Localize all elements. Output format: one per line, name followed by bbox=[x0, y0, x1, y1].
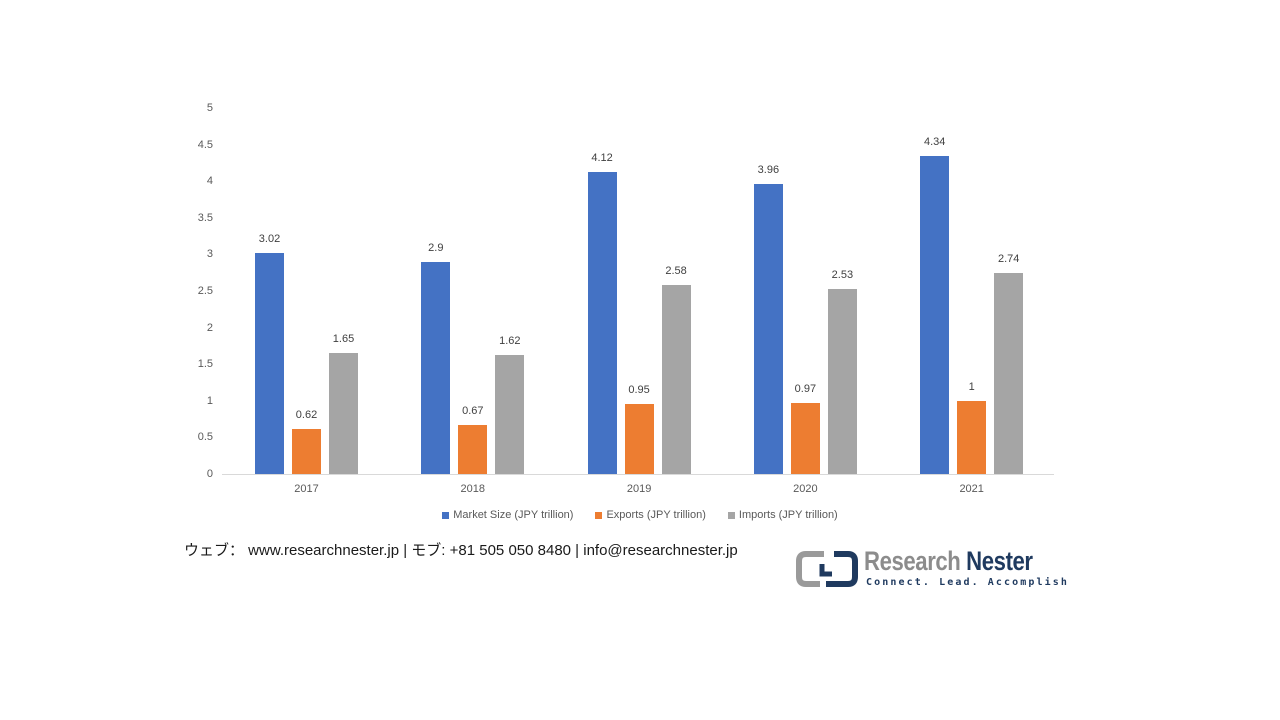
bar-2019-2 bbox=[661, 285, 691, 474]
bar-2020-0 bbox=[753, 184, 783, 474]
x-tick-label: 2021 bbox=[959, 483, 984, 495]
bar-2020-2 bbox=[827, 288, 857, 474]
x-tick-label: 2020 bbox=[793, 483, 818, 495]
bar-2020-1 bbox=[790, 402, 820, 474]
data-label: 0.62 bbox=[295, 408, 318, 421]
data-label: 0.97 bbox=[794, 382, 817, 395]
y-tick-label: 1.5 bbox=[197, 358, 213, 371]
bar-2017-1 bbox=[292, 428, 321, 474]
bar-2021-0 bbox=[920, 156, 950, 474]
bar-2017-0 bbox=[255, 252, 284, 474]
logo-tagline: Connect. Lead. Accomplish bbox=[866, 577, 1070, 588]
bar-2018-1 bbox=[458, 424, 488, 474]
data-label: 2.58 bbox=[665, 265, 687, 278]
bar-2017-2 bbox=[329, 353, 358, 474]
data-label: 1.65 bbox=[332, 333, 355, 346]
y-tick-label: 3.5 bbox=[197, 211, 213, 224]
logo-wordmark: Research Nester bbox=[864, 546, 1033, 577]
y-tick-label: 0 bbox=[206, 468, 213, 480]
bar-2019-0 bbox=[587, 172, 617, 474]
legend-item-market-size: Market Size (JPY trillion) bbox=[442, 509, 573, 521]
data-label: 2.74 bbox=[997, 253, 1020, 266]
bar-2018-2 bbox=[495, 355, 525, 474]
data-label: 4.34 bbox=[923, 136, 946, 149]
legend-swatch bbox=[595, 511, 603, 519]
logo-word-research: Research bbox=[864, 546, 961, 576]
data-label: 3.96 bbox=[757, 164, 780, 177]
data-label: 2.53 bbox=[831, 268, 854, 281]
x-tick-label: 2019 bbox=[626, 483, 652, 495]
x-axis-line bbox=[222, 474, 1054, 475]
data-label: 3.02 bbox=[258, 232, 281, 245]
x-tick-label: 2018 bbox=[460, 483, 486, 495]
legend-swatch bbox=[727, 511, 735, 519]
legend-label: Exports (JPY trillion) bbox=[606, 509, 706, 521]
y-tick-label: 2.5 bbox=[197, 285, 213, 297]
y-tick-label: 0.5 bbox=[197, 431, 213, 444]
contact-info: ウェブ： www.researchnester.jp | モブ: +81 505… bbox=[184, 542, 738, 559]
bar-2021-2 bbox=[994, 273, 1024, 474]
research-nester-logo: Research Nester Connect. Lead. Accomplis… bbox=[796, 546, 1067, 589]
y-tick-label: 4.5 bbox=[197, 138, 213, 151]
bar-2019-1 bbox=[624, 404, 654, 474]
legend-label: Market Size (JPY trillion) bbox=[453, 509, 574, 521]
y-tick-label: 3 bbox=[206, 248, 213, 261]
y-tick-label: 4 bbox=[206, 175, 213, 188]
data-label: 0.67 bbox=[462, 404, 484, 417]
legend-swatch bbox=[442, 511, 450, 519]
legend-item-exports: Exports (JPY trillion) bbox=[595, 509, 706, 521]
data-label: 1 bbox=[968, 380, 975, 393]
y-tick-label: 5 bbox=[206, 102, 213, 114]
data-label: 0.95 bbox=[628, 384, 650, 397]
legend-label: Imports (JPY trillion) bbox=[738, 509, 838, 521]
x-tick-label: 2017 bbox=[294, 483, 319, 495]
logo-mark-icon bbox=[796, 551, 858, 587]
data-label: 1.62 bbox=[499, 335, 521, 348]
legend-item-imports: Imports (JPY trillion) bbox=[727, 509, 838, 521]
data-label: 2.9 bbox=[428, 241, 444, 254]
y-tick-label: 1 bbox=[206, 394, 213, 407]
legend: Market Size (JPY trillion) Exports (JPY … bbox=[0, 509, 1280, 521]
bar-2021-1 bbox=[957, 400, 987, 474]
y-tick-label: 2 bbox=[206, 321, 213, 334]
bar-2018-0 bbox=[421, 261, 451, 474]
logo-word-nester: Nester bbox=[966, 546, 1033, 576]
data-label: 4.12 bbox=[591, 152, 613, 165]
